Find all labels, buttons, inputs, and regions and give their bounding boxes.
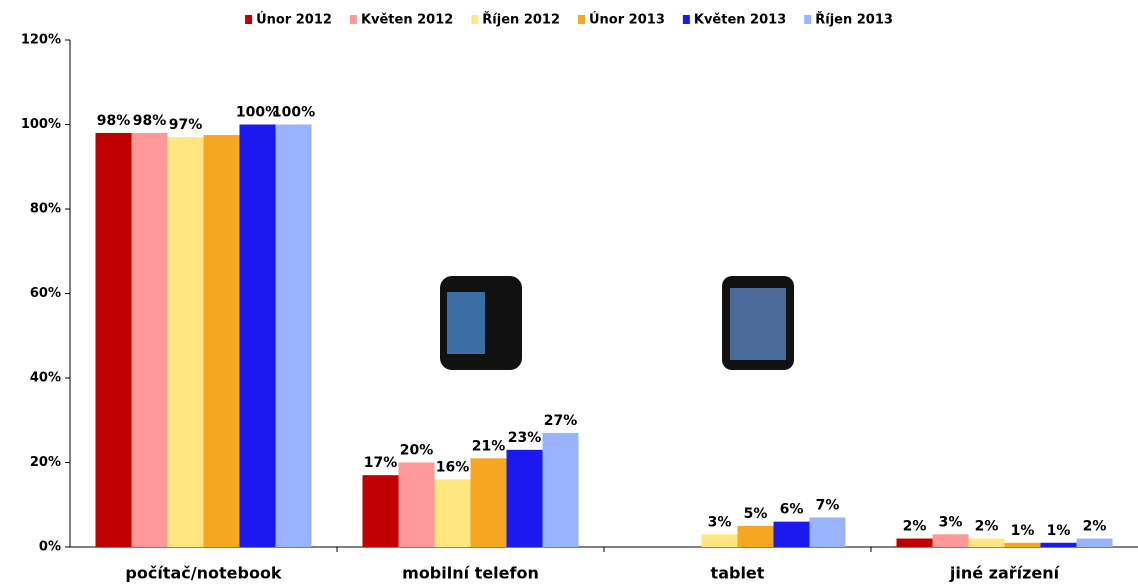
bar [470, 458, 507, 547]
data-label: 98% [97, 113, 131, 129]
data-label: 27% [544, 413, 578, 429]
bar [434, 479, 471, 547]
legend-swatch [245, 15, 253, 24]
data-label: 3% [708, 514, 732, 530]
y-tick-label: 40% [30, 371, 61, 386]
data-label: 100% [236, 105, 279, 121]
bar [542, 432, 579, 547]
y-tick-label: 100% [21, 117, 61, 132]
data-label: 2% [1083, 519, 1107, 535]
data-label: 2% [975, 519, 999, 535]
data-label: 3% [939, 514, 963, 530]
legend-swatch [471, 15, 479, 24]
tablet-screen [730, 288, 786, 360]
legend-label: Říjen 2013 [815, 12, 893, 28]
phone-screen [447, 292, 485, 354]
bar [737, 525, 774, 547]
bar [932, 534, 969, 547]
bar [701, 534, 738, 547]
bar [275, 124, 312, 547]
data-label: 1% [1047, 523, 1071, 539]
legend-label: Květen 2012 [361, 13, 453, 28]
data-label: 100% [272, 105, 315, 121]
data-label: 16% [436, 459, 470, 475]
data-label: 20% [400, 443, 434, 459]
bar [239, 124, 276, 547]
x-tick-label: mobilní telefon [402, 564, 539, 583]
legend-label: Květen 2013 [694, 13, 786, 28]
y-tick-label: 20% [30, 455, 61, 470]
bar [1076, 538, 1113, 547]
bar [131, 132, 168, 547]
legend-swatch [804, 15, 812, 24]
legend-label: Únor 2012 [256, 12, 332, 28]
data-label: 2% [903, 519, 927, 535]
bar [968, 538, 1005, 547]
x-tick-label: tablet [711, 564, 765, 583]
bar [809, 517, 846, 547]
x-tick-label: jiné zařízení [949, 564, 1061, 583]
data-label: 1% [1011, 523, 1035, 539]
legend-swatch [682, 15, 690, 24]
bar [398, 462, 435, 547]
data-label: 23% [508, 430, 542, 446]
bar [1004, 542, 1041, 547]
legend: Únor 2012 Květen 2012 Říjen 2012 Únor 2013 K… [245, 12, 893, 28]
bar [506, 449, 543, 547]
bar [1040, 542, 1077, 547]
bar [773, 521, 810, 547]
y-tick-label: 80% [30, 202, 61, 217]
data-label: 7% [816, 497, 840, 513]
bar [203, 135, 240, 547]
bar [896, 538, 933, 547]
data-label: 17% [364, 455, 398, 471]
y-tick-label: 120% [21, 33, 61, 48]
x-tick-label: počítač/notebook [125, 564, 282, 583]
legend-label: Říjen 2012 [482, 12, 560, 28]
y-tick-label: 0% [39, 540, 61, 555]
data-label: 97% [169, 117, 203, 133]
data-label: 98% [133, 113, 167, 129]
legend-swatch [578, 15, 585, 24]
bar [95, 132, 132, 547]
data-label: 5% [744, 506, 768, 522]
data-label: 21% [472, 438, 506, 454]
legend-swatch [349, 15, 357, 24]
y-tick-label: 60% [30, 286, 61, 301]
legend-label: Únor 2013 [589, 12, 665, 28]
bar [362, 475, 399, 547]
data-label: 6% [780, 502, 804, 518]
bar [167, 137, 204, 548]
